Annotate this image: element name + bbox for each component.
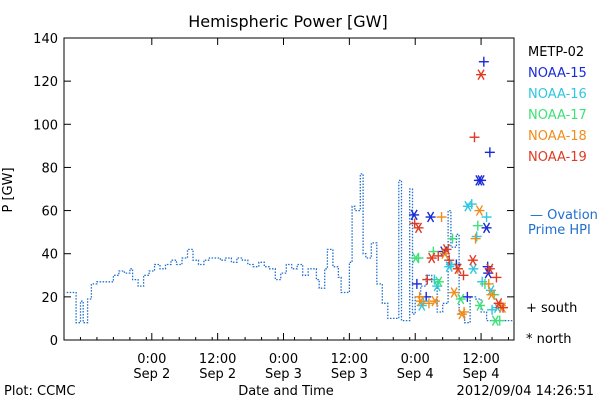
footer-plot-credit: Plot: CCMC bbox=[4, 384, 75, 399]
noaa-18-south-point bbox=[423, 298, 434, 309]
noaa-19-north-point bbox=[467, 254, 478, 266]
y-tick-label: 80 bbox=[41, 161, 58, 176]
x-tick-date-label: Sep 4 bbox=[463, 367, 500, 382]
footer-timestamp: 2012/09/04 14:26:51 bbox=[457, 384, 594, 399]
noaa-16-south-point bbox=[481, 212, 492, 223]
noaa-18-south-point bbox=[436, 212, 447, 223]
noaa-19-south-point bbox=[422, 274, 433, 285]
noaa-19-north-point bbox=[441, 244, 452, 255]
x-tick-date-label: Sep 2 bbox=[199, 367, 236, 382]
legend-item: NOAA-19 bbox=[528, 150, 587, 165]
noaa-16-south-point bbox=[471, 231, 482, 242]
noaa-17-south-point bbox=[447, 233, 458, 244]
noaa-19-north-point bbox=[493, 297, 504, 309]
y-tick-label: 40 bbox=[41, 248, 58, 263]
noaa-17-north-point bbox=[433, 276, 444, 288]
noaa-19-south-point bbox=[491, 272, 502, 283]
noaa-19-north-point bbox=[453, 263, 464, 275]
noaa-15-south-point bbox=[484, 147, 495, 158]
x-tick-date-label: Sep 3 bbox=[331, 367, 368, 382]
x-tick-time-label: 0:00 bbox=[401, 352, 430, 367]
legend: METP-02 NOAA-15 NOAA-16 NOAA-17 NOAA-18 NOAA-… bbox=[528, 45, 587, 165]
y-axis-label: P [GW] bbox=[1, 167, 16, 212]
ovation-label-line1: — Ovation bbox=[530, 208, 598, 223]
noaa-15-south-point bbox=[462, 291, 473, 302]
x-tick-date-label: Sep 3 bbox=[265, 367, 302, 382]
noaa-16-north-point bbox=[462, 200, 473, 212]
y-tick-label: 100 bbox=[33, 118, 58, 133]
y-tick-label: 0 bbox=[50, 334, 58, 349]
noaa-19-south-point bbox=[458, 270, 469, 281]
symbol-legend-north: * north bbox=[526, 332, 572, 347]
chart-title: Hemispheric Power [GW] bbox=[188, 12, 387, 31]
noaa-18-north-point bbox=[415, 295, 426, 307]
x-tick-date-label: Sep 4 bbox=[397, 367, 434, 382]
noaa-16-north-point bbox=[444, 261, 455, 273]
noaa-19-north-point bbox=[413, 222, 424, 234]
noaa-15-north-point bbox=[476, 175, 487, 186]
y-tick-label: 120 bbox=[33, 75, 58, 90]
legend-item: NOAA-17 bbox=[528, 108, 587, 123]
noaa-15-north-point bbox=[409, 209, 420, 221]
symbol-legend-south: + south bbox=[526, 301, 577, 316]
legend-item: NOAA-18 bbox=[528, 129, 587, 144]
noaa-17-north-point bbox=[455, 293, 466, 305]
y-axis: 0 20 40 60 80 100 120 140 bbox=[33, 32, 514, 349]
noaa-15-north-point bbox=[481, 222, 492, 234]
noaa-18-north-point bbox=[486, 289, 497, 301]
noaa-17-north-point bbox=[410, 252, 421, 264]
y-tick-label: 20 bbox=[41, 291, 58, 306]
noaa-18-north-point bbox=[456, 308, 467, 320]
x-tick-time-label: 12:00 bbox=[462, 352, 499, 367]
noaa-15-south-point bbox=[411, 278, 422, 289]
noaa-16-north-point bbox=[468, 263, 479, 275]
noaa-19-south-point bbox=[469, 132, 480, 143]
noaa-19-south-point bbox=[433, 250, 444, 261]
noaa-19-south-point bbox=[409, 218, 420, 229]
x-tick-time-label: 0:00 bbox=[137, 352, 166, 367]
noaa-19-north-point bbox=[484, 263, 495, 275]
x-tick-time-label: 12:00 bbox=[199, 352, 236, 367]
noaa-18-south-point bbox=[483, 278, 494, 289]
plot-frame bbox=[63, 37, 515, 341]
noaa-18-south-point bbox=[470, 233, 481, 244]
noaa-19-north-point bbox=[476, 69, 487, 81]
y-tick-label: 140 bbox=[33, 32, 58, 47]
x-tick-date-label: Sep 2 bbox=[133, 367, 170, 382]
noaa-15-south-point bbox=[478, 56, 489, 67]
noaa-18-north-point bbox=[429, 295, 440, 307]
ovation-label-line2: Prime HPI bbox=[528, 223, 591, 238]
noaa-16-south-point bbox=[487, 304, 498, 315]
noaa-17-north-point bbox=[474, 300, 485, 311]
noaa-15-north-point bbox=[425, 211, 436, 223]
x-tick-time-label: 0:00 bbox=[269, 352, 298, 367]
noaa-17-south-point bbox=[472, 220, 483, 231]
x-axis-label: Date and Time bbox=[238, 384, 334, 399]
satellite-points bbox=[409, 56, 509, 326]
legend-item: NOAA-16 bbox=[528, 87, 587, 102]
noaa-18-north-point bbox=[449, 287, 460, 298]
noaa-18-north-point bbox=[474, 205, 485, 216]
x-tick-time-label: 12:00 bbox=[331, 352, 368, 367]
y-tick-label: 60 bbox=[41, 205, 58, 220]
legend-item: NOAA-15 bbox=[528, 66, 587, 81]
noaa-19-north-point bbox=[426, 252, 437, 264]
legend-item: METP-02 bbox=[528, 45, 584, 60]
noaa-19-south-point bbox=[444, 255, 455, 266]
noaa-19-south-point bbox=[498, 302, 509, 313]
noaa-17-north-point bbox=[490, 315, 501, 326]
